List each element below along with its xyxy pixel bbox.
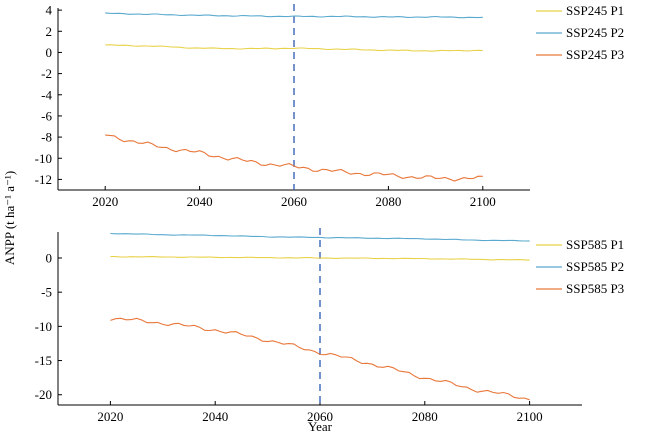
y-axis-title: ANPP (t ha⁻¹ a⁻¹) [2,171,17,265]
x-tick-label: 2100 [517,409,543,424]
series-line-ssp245-p2 [105,12,483,19]
legend-label: SSP245 P2 [566,25,624,40]
y-tick-label: -8 [41,130,52,145]
x-tick-label: 2100 [470,194,496,209]
x-tick-label: 2040 [202,409,228,424]
y-tick-label: -2 [41,66,52,81]
y-tick-label: 4 [46,3,53,18]
y-tick-label: -5 [41,285,52,300]
bottom-panel: 0 -5 -10 -15 -20 2020 2040 2060 2080 2100 SSP585 P… [35,228,624,424]
y-tick-label: 0 [46,250,53,265]
x-axis-title: Year [308,419,333,434]
y-tick-label: -20 [35,387,52,402]
x-tick-label: 2020 [97,409,123,424]
x-tick-label: 2080 [375,194,401,209]
legend-label: SSP585 P2 [566,259,624,274]
x-tick-label: 2080 [412,409,438,424]
legend-label: SSP245 P1 [566,3,624,18]
y-tick-label: 2 [46,24,53,39]
legend-label: SSP585 P1 [566,237,624,252]
series-line-ssp585-p3 [110,317,530,401]
x-tick-label: 2060 [307,409,333,424]
legend-label: SSP585 P3 [566,281,624,296]
top-panel: 4 2 0 -2 -4 -6 -8 -10 -12 2020 2040 2060 2080 2100 SSP… [35,3,625,209]
y-tick-label: -10 [35,151,52,166]
series-line-ssp585-p2 [110,232,530,242]
y-tick-label: -12 [35,172,52,187]
y-tick-label: -4 [41,87,52,102]
y-tick-label: -10 [35,319,52,334]
series-line-ssp245-p3 [105,134,483,182]
x-tick-label: 2020 [92,194,118,209]
x-tick-label: 2060 [281,194,307,209]
series-line-ssp245-p1 [105,44,483,52]
y-tick-label: -15 [35,353,52,368]
y-tick-label: 0 [46,45,53,60]
x-tick-label: 2040 [187,194,213,209]
y-tick-label: -6 [41,108,52,123]
series-line-ssp585-p1 [110,255,530,261]
legend-label: SSP245 P3 [566,47,624,62]
